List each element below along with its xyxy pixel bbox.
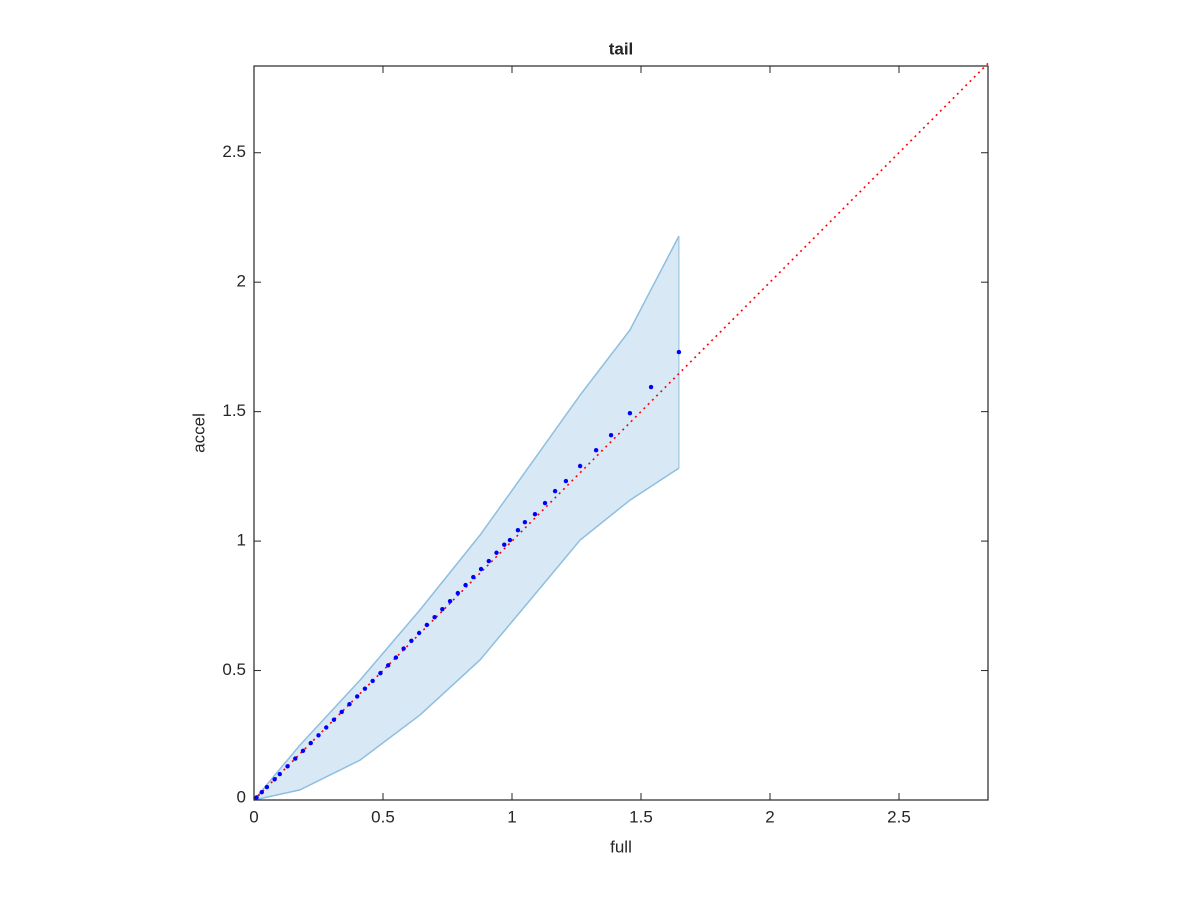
point <box>552 488 558 494</box>
point <box>347 702 352 707</box>
point <box>362 686 368 691</box>
point <box>627 410 633 416</box>
point <box>471 574 476 580</box>
point <box>378 670 383 676</box>
band-lower <box>253 467 680 801</box>
band-fill <box>254 236 679 801</box>
axes-box <box>253 65 989 801</box>
point <box>264 784 270 790</box>
point <box>285 764 290 769</box>
point <box>331 717 337 722</box>
x-axis-label: full <box>610 837 632 856</box>
x-tick-label: 2.5 <box>887 807 911 826</box>
point <box>486 558 491 564</box>
point <box>432 615 437 620</box>
point <box>416 630 422 636</box>
point <box>409 638 414 643</box>
band-upper <box>253 235 680 801</box>
y-axis-label: accel <box>189 413 208 453</box>
point <box>316 733 321 738</box>
point <box>308 740 313 746</box>
point <box>507 537 513 543</box>
point <box>676 349 682 355</box>
point <box>494 550 499 555</box>
x-tick-label: 1 <box>507 807 516 826</box>
point <box>324 725 329 730</box>
point <box>370 678 375 684</box>
point <box>532 511 538 517</box>
point <box>277 771 282 777</box>
point <box>502 542 507 547</box>
y-tick-label: 1 <box>237 531 246 550</box>
point <box>259 790 264 795</box>
y-tick-label: 2 <box>237 272 246 291</box>
point <box>542 500 548 506</box>
x-tick-label: 0 <box>249 807 258 826</box>
point <box>385 663 391 668</box>
y-tick-label: 0.5 <box>222 660 246 679</box>
y-tick-label: 2.5 <box>222 142 246 161</box>
point <box>522 519 528 525</box>
point <box>300 748 306 754</box>
y-tick-label: 0 <box>237 787 246 806</box>
point <box>393 655 399 660</box>
point <box>478 566 484 572</box>
x-tick-label: 0.5 <box>371 807 395 826</box>
point <box>254 795 259 800</box>
point <box>463 582 468 588</box>
x-tick-label: 2 <box>765 807 774 826</box>
point <box>577 463 583 469</box>
point <box>272 777 277 782</box>
chart-title: tail <box>609 39 634 58</box>
point <box>608 433 614 438</box>
point <box>293 756 298 761</box>
point <box>401 646 406 651</box>
plot-area: 0 0.5 1 1.5 2 2.5 0 0.5 1 1.5 2 2.5 <box>222 62 989 826</box>
point <box>447 598 453 604</box>
point <box>593 448 599 453</box>
point <box>455 590 461 596</box>
point <box>563 478 569 484</box>
point <box>339 709 344 715</box>
point <box>440 606 445 612</box>
point <box>648 384 654 390</box>
y-tick-label: 1.5 <box>222 401 246 420</box>
point <box>515 528 521 533</box>
point <box>354 694 360 699</box>
point <box>424 622 430 628</box>
x-tick-label: 1.5 <box>629 807 653 826</box>
